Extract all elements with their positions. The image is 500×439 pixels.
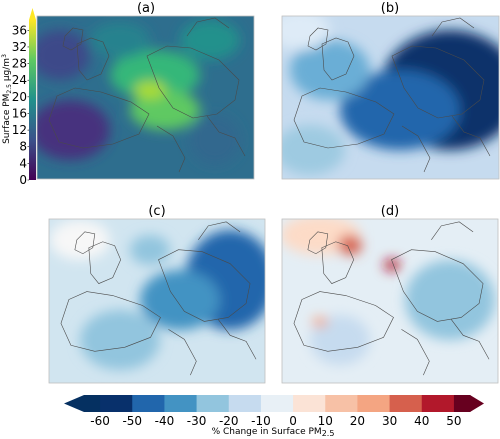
shared-colorbar-extend-max	[470, 395, 484, 412]
shared-colorbar-segment	[132, 395, 165, 412]
shared-colorbar-segment	[260, 395, 294, 412]
viridis-colorbar-extend-max	[29, 8, 36, 20]
panel-d: (d)	[281, 204, 499, 384]
panel-a-frame	[36, 15, 255, 180]
viridis-tick-label: 4	[19, 156, 27, 170]
shared-colorbar-segment	[84, 395, 101, 412]
shared-colorbar-segment	[453, 395, 471, 412]
shared-colorbar-tick-label: -40	[155, 414, 175, 428]
panel-d-blobs	[282, 219, 495, 365]
shared-colorbar-tick-label: -30	[187, 414, 207, 428]
panel-b-frame	[281, 15, 500, 180]
viridis-tick-label: 24	[12, 73, 27, 87]
panel-c-frame	[48, 218, 266, 384]
panel-b: (b)	[281, 1, 500, 180]
shared-colorbar-label: % Change in Surface PM2.5	[212, 427, 335, 438]
viridis-colorbar-ticks: 0 4 8 12 16 20 24 28 32 36	[12, 23, 29, 187]
shared-colorbar-segment	[293, 395, 326, 412]
panel-b-blobs	[282, 16, 499, 175]
shared-colorbar-tick-label: 20	[350, 414, 365, 428]
viridis-tick-label: 0	[19, 173, 27, 187]
shared-colorbar: -60 -50 -40 -30 -20 -10 0 10 20 30 40 50	[64, 395, 484, 428]
panel-b-title: (b)	[381, 1, 399, 16]
shared-colorbar-tick-label: -50	[122, 414, 142, 428]
shared-colorbar-segment	[389, 395, 423, 412]
panel-c-title: (c)	[148, 204, 165, 219]
shared-colorbar-tick-label: -60	[90, 414, 110, 428]
shared-colorbar-tick-label: 0	[289, 414, 297, 428]
shared-colorbar-segment	[421, 395, 455, 412]
shared-colorbar-segment	[228, 395, 262, 412]
panel-d-frame	[281, 218, 499, 384]
viridis-tick-label: 8	[19, 140, 27, 154]
shared-colorbar-tick-label: 30	[382, 414, 397, 428]
viridis-colorbar	[29, 20, 36, 180]
shared-colorbar-segment	[357, 395, 391, 412]
shared-colorbar-tick-label: -10	[251, 414, 271, 428]
viridis-tick-label: 36	[12, 23, 27, 37]
viridis-tick-label: 16	[12, 106, 27, 120]
panel-a-blobs	[37, 20, 240, 165]
shared-colorbar-segment	[100, 395, 133, 412]
panel-c-blobs	[50, 220, 265, 370]
viridis-tick-label: 20	[12, 90, 27, 104]
panel-a-title: (a)	[137, 1, 155, 16]
viridis-tick-label: 32	[12, 40, 27, 54]
shared-colorbar-extend-min	[64, 395, 84, 412]
shared-colorbar-tick-label: 50	[446, 414, 461, 428]
shared-colorbar-tick-label: -20	[219, 414, 239, 428]
shared-colorbar-segment	[196, 395, 230, 412]
shared-colorbar-tick-label: 40	[414, 414, 429, 428]
viridis-tick-label: 12	[12, 123, 27, 137]
shared-colorbar-segment	[325, 395, 358, 412]
panel-a: (a) 0 4 8 12 16 20 24 28 32 36 Surface PM2.5 μg/m…	[1, 1, 255, 187]
viridis-tick-label: 28	[12, 57, 27, 71]
panel-d-title: (d)	[381, 204, 399, 219]
shared-colorbar-tick-label: 10	[318, 414, 333, 428]
panel-c: (c)	[48, 204, 266, 384]
shared-colorbar-segment	[164, 395, 198, 412]
left-axis-label: Surface PM2.5 μg/m3	[1, 54, 13, 144]
